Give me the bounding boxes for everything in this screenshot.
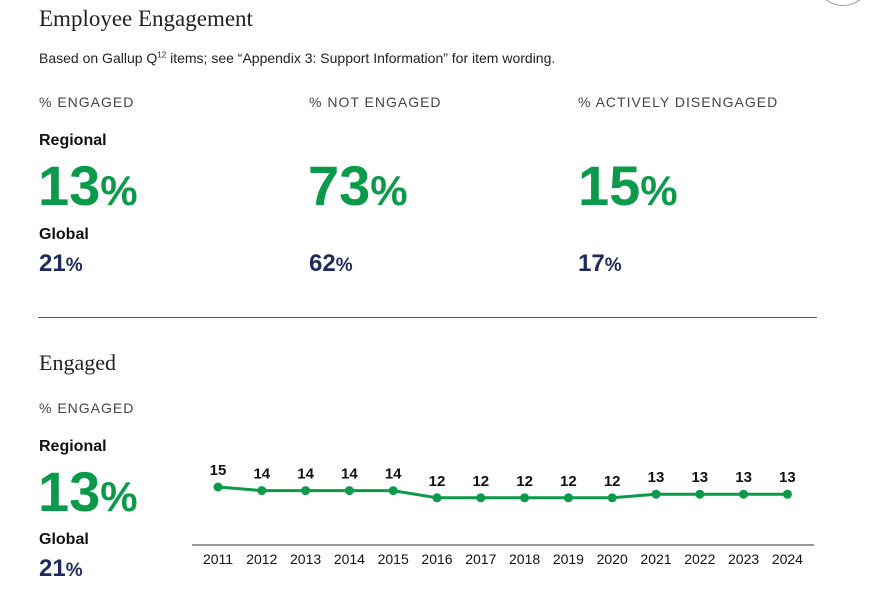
metric-heading-engaged: % ENGAGED [39, 94, 135, 110]
page-subtitle: Based on Gallup Q12 items; see “Appendix… [39, 50, 555, 66]
data-point-2017 [476, 493, 486, 503]
x-tick-label-2023: 2023 [728, 551, 759, 567]
regional-label: Regional [39, 132, 107, 149]
x-tick-label-2022: 2022 [684, 551, 715, 567]
data-point-2014 [344, 486, 354, 496]
global-label: Global [39, 226, 89, 243]
engaged-section-heading: % ENGAGED [39, 400, 135, 416]
corner-circle-decoration [820, 0, 866, 6]
data-point-2012 [257, 486, 267, 496]
data-point-2016 [432, 493, 442, 503]
regional-value-not-engaged: 73% [308, 158, 408, 219]
percent-sign: % [640, 167, 678, 214]
data-point-2020 [607, 493, 617, 503]
data-point-2018 [520, 493, 530, 503]
page-title: Employee Engagement [39, 6, 253, 31]
data-label-2014: 14 [341, 466, 358, 483]
series-line-engaged [217, 485, 788, 500]
data-point-2013 [301, 486, 311, 496]
data-point-2022 [695, 489, 705, 499]
data-label-2012: 14 [253, 466, 270, 483]
data-point-2021 [651, 489, 661, 499]
data-label-2022: 13 [691, 469, 708, 486]
global-value-number: 21 [39, 250, 66, 277]
x-tick-label-2012: 2012 [246, 551, 277, 567]
data-label-2013: 14 [297, 466, 314, 483]
engaged-trend-chart: 15 2011 14 2012 14 2013 14 2014 14 2015 12 2016 12 20… [192, 462, 814, 567]
data-label-2023: 13 [735, 469, 752, 486]
regional-value-number: 73 [308, 154, 371, 217]
regional-value-engaged: 13% [38, 158, 138, 219]
global-value-number: 62 [309, 250, 336, 277]
data-label-2015: 14 [385, 466, 402, 483]
data-label-2011: 15 [210, 462, 227, 479]
data-label-2018: 12 [516, 473, 533, 490]
x-tick-label-2014: 2014 [334, 551, 365, 567]
data-label-2020: 12 [604, 473, 621, 490]
x-tick-label-2024: 2024 [772, 551, 803, 567]
engaged-global-label: Global [39, 531, 89, 548]
global-value-engaged: 21% [39, 252, 83, 278]
data-label-2017: 12 [472, 473, 489, 490]
data-label-2019: 12 [560, 473, 577, 490]
section-title-engaged: Engaged [39, 350, 116, 375]
subtitle-prefix: Based on Gallup Q [39, 50, 158, 66]
percent-sign: % [335, 255, 353, 276]
x-tick-label-2013: 2013 [290, 551, 321, 567]
data-label-2021: 13 [648, 469, 665, 486]
percent-sign: % [100, 473, 138, 520]
percent-sign: % [100, 167, 138, 214]
percent-sign: % [65, 560, 83, 581]
section-divider [38, 317, 817, 318]
global-value-actively-disengaged: 17% [578, 252, 622, 278]
x-tick-label-2021: 2021 [640, 551, 671, 567]
data-point-2023 [739, 489, 749, 499]
global-value-number: 17 [578, 250, 605, 277]
engaged-regional-label: Regional [39, 438, 107, 455]
x-tick-label-2016: 2016 [421, 551, 452, 567]
percent-sign: % [65, 255, 83, 276]
regional-value-number: 15 [578, 154, 641, 217]
global-value-number: 21 [39, 555, 66, 582]
global-value-not-engaged: 62% [309, 252, 353, 278]
data-point-2019 [563, 493, 573, 503]
data-point-2024 [782, 489, 792, 499]
x-tick-label-2015: 2015 [378, 551, 409, 567]
x-tick-label-2019: 2019 [553, 551, 584, 567]
x-tick-label-2011: 2011 [203, 551, 233, 567]
data-label-2016: 12 [429, 473, 446, 490]
subtitle-superscript: 12 [157, 50, 167, 60]
x-tick-label-2017: 2017 [465, 551, 496, 567]
subtitle-suffix: items; see “Appendix 3: Support Informat… [166, 50, 556, 66]
regional-value-number: 13 [38, 154, 101, 217]
x-tick-label-2020: 2020 [597, 551, 628, 567]
engaged-regional-value: 13% [38, 464, 138, 525]
percent-sign: % [370, 167, 408, 214]
percent-sign: % [604, 255, 622, 276]
regional-value-number: 13 [38, 460, 101, 523]
metric-heading-not-engaged: % NOT ENGAGED [309, 94, 442, 110]
data-point-2015 [388, 486, 398, 496]
x-tick-label-2018: 2018 [509, 551, 540, 567]
regional-value-actively-disengaged: 15% [578, 158, 678, 219]
engaged-global-value: 21% [39, 557, 83, 583]
data-label-2024: 13 [779, 469, 796, 486]
metric-heading-actively-disengaged: % ACTIVELY DISENGAGED [578, 94, 779, 110]
data-point-2011 [213, 482, 223, 492]
